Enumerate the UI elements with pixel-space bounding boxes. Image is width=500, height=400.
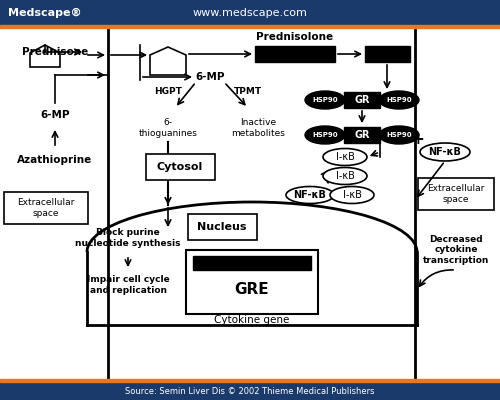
Ellipse shape (323, 148, 367, 166)
Ellipse shape (379, 126, 419, 144)
Text: GR: GR (354, 130, 370, 140)
FancyBboxPatch shape (146, 154, 215, 180)
Ellipse shape (379, 91, 419, 109)
Bar (0, 0, 500, 25)
Bar (0, 382, 500, 400)
Text: I-κB: I-κB (336, 152, 354, 162)
Text: Extracellular
space: Extracellular space (428, 184, 484, 204)
Text: HGPT: HGPT (154, 88, 182, 96)
Ellipse shape (420, 143, 470, 161)
Bar (255, 46, 335, 62)
Bar (365, 46, 410, 62)
Ellipse shape (286, 186, 334, 204)
Text: Cytosol: Cytosol (157, 162, 203, 172)
Text: GR: GR (354, 95, 370, 105)
Ellipse shape (305, 126, 345, 144)
Bar (344, 92, 380, 108)
Text: HSP90: HSP90 (386, 132, 412, 138)
Text: Medscape®: Medscape® (8, 8, 82, 18)
Text: Decreased
cytokine
transcription: Decreased cytokine transcription (423, 235, 489, 265)
Bar (193, 256, 311, 270)
Text: 6-MP: 6-MP (195, 72, 225, 82)
Text: NF-κB: NF-κB (428, 147, 462, 157)
Bar (0, 28, 500, 379)
Text: Extracellular
space: Extracellular space (18, 198, 74, 218)
FancyBboxPatch shape (186, 250, 318, 314)
Text: Nucleus: Nucleus (197, 222, 247, 232)
Text: 6-
thioguanines: 6- thioguanines (138, 118, 198, 138)
Text: +: + (412, 132, 424, 148)
Bar (344, 127, 380, 143)
Ellipse shape (305, 91, 345, 109)
Text: HSP90: HSP90 (386, 97, 412, 103)
Text: Source: Semin Liver Dis © 2002 Thieme Medical Publishers: Source: Semin Liver Dis © 2002 Thieme Me… (125, 386, 375, 396)
Text: NF-κB: NF-κB (294, 190, 326, 200)
Text: www.medscape.com: www.medscape.com (192, 8, 308, 18)
Text: I-κB: I-κB (342, 190, 361, 200)
Text: I-κB: I-κB (336, 171, 354, 181)
Text: TPMT: TPMT (234, 88, 262, 96)
Text: HSP90: HSP90 (312, 132, 338, 138)
Text: Cytokine gene: Cytokine gene (214, 315, 290, 325)
Text: Prednisone: Prednisone (22, 47, 88, 57)
Text: Impair cell cycle
and replication: Impair cell cycle and replication (86, 275, 170, 295)
Text: Block purine
nucleotide synthesis: Block purine nucleotide synthesis (75, 228, 181, 248)
Ellipse shape (323, 168, 367, 184)
Ellipse shape (330, 186, 374, 204)
Bar (0, 379, 500, 382)
FancyBboxPatch shape (188, 214, 257, 240)
Text: Inactive
metabolites: Inactive metabolites (231, 118, 285, 138)
Text: 6-MP: 6-MP (40, 110, 70, 120)
Text: Prednisolone: Prednisolone (256, 32, 334, 42)
Bar (0, 25, 500, 28)
Text: HSP90: HSP90 (312, 97, 338, 103)
Text: GRE: GRE (234, 282, 270, 298)
Text: Azathioprine: Azathioprine (18, 155, 92, 165)
